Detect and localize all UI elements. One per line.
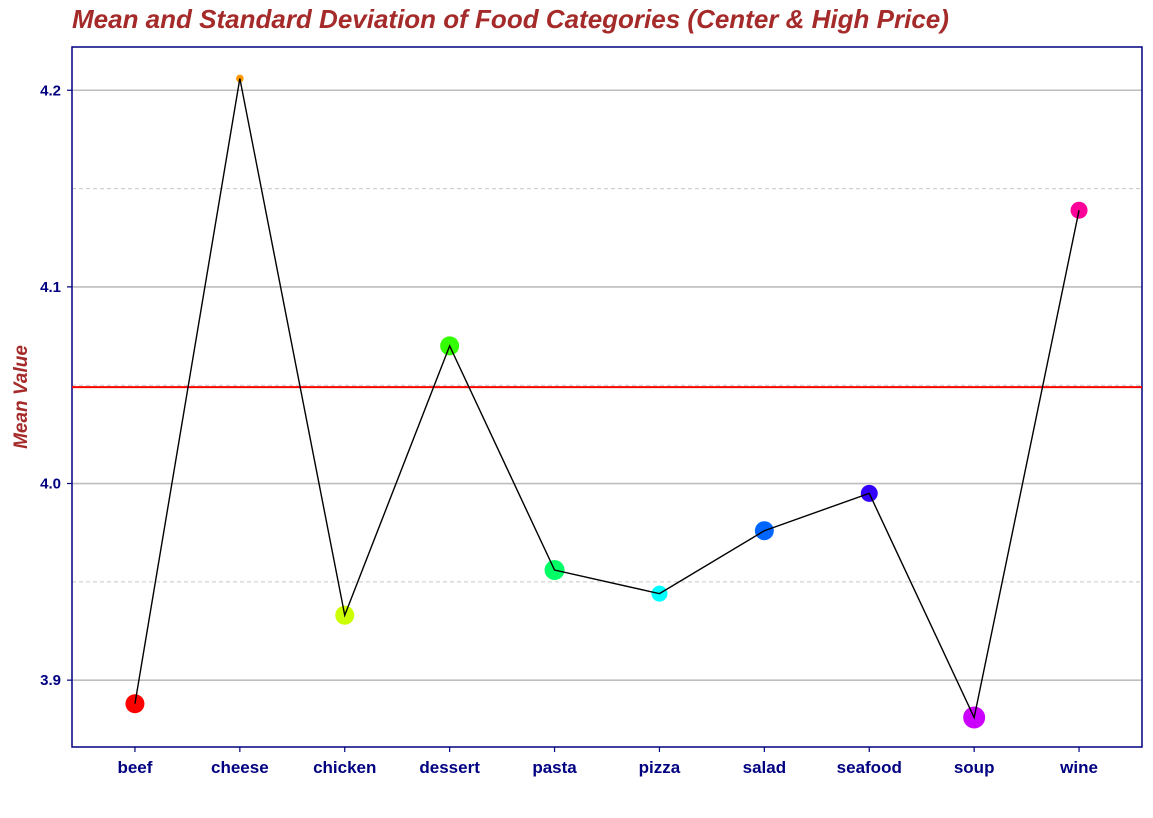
- y-tick-label: 4.0: [40, 476, 61, 493]
- x-tick-label-wine: wine: [1059, 758, 1098, 777]
- x-tick-label-pasta: pasta: [532, 758, 577, 777]
- chart-title: Mean and Standard Deviation of Food Cate…: [72, 4, 949, 34]
- panel-border: [71, 46, 1143, 748]
- x-tick-label-beef: beef: [117, 758, 152, 777]
- y-tick-label: 4.1: [40, 279, 61, 296]
- x-tick-label-soup: soup: [954, 758, 995, 777]
- x-tick-label-pizza: pizza: [639, 758, 681, 777]
- y-tick-label: 3.9: [40, 672, 61, 689]
- series-line: [134, 78, 1080, 720]
- x-tick-label-cheese: cheese: [211, 758, 269, 777]
- x-tick-label-chicken: chicken: [313, 758, 376, 777]
- y-tick-label: 4.2: [40, 82, 61, 99]
- y-axis-label: Mean Value: [11, 345, 32, 449]
- x-tick-label-seafood: seafood: [837, 758, 902, 777]
- x-tick-label-salad: salad: [743, 758, 786, 777]
- x-tick-label-dessert: dessert: [419, 758, 480, 777]
